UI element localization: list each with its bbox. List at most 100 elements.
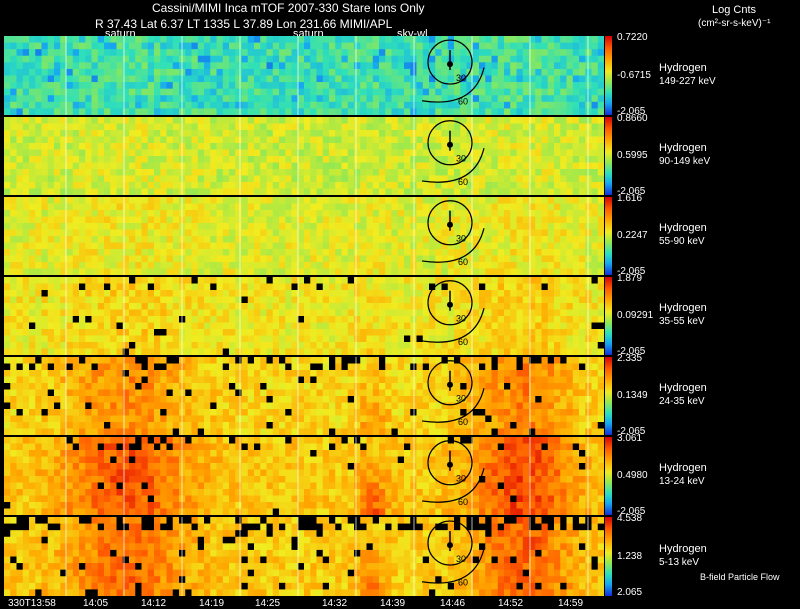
x-tick-label: 14:39 [380, 598, 406, 609]
position-readout: R 37.43 Lat 6.37 LT 1335 L 37.89 Lon 231… [95, 17, 393, 31]
bfield-dot [447, 461, 453, 468]
pitch-label-60: 60 [458, 497, 468, 507]
pitch-arc-60 [421, 148, 485, 183]
pitch-circle-30 [427, 440, 473, 486]
pitch-label-30: 30 [456, 554, 466, 564]
x-tick-label: 14:05 [83, 598, 109, 609]
energy-range: 90-149 keV [659, 156, 711, 167]
energy-range: 5-13 keV [659, 556, 700, 568]
colorbar-mid-label: 0.4980 [617, 470, 648, 481]
colorbar-max-label: 2.335 [617, 353, 643, 364]
x-tick-label: 14:32 [322, 598, 348, 609]
x-tick-label: 330T13:58 [8, 598, 56, 609]
species-name: Hydrogen [659, 222, 707, 234]
colorbar-5 [605, 357, 612, 435]
species-label: Hydrogen 24-35 keV [659, 382, 707, 408]
energy-range: 24-35 keV [659, 396, 705, 407]
colorbar-max-label: 3.061 [617, 433, 643, 444]
panel-6: 30 60 [4, 437, 604, 515]
species-label: Hydrogen 149-227 keV [659, 62, 716, 88]
pitch-label-30: 30 [456, 313, 466, 323]
colorbar-6 [605, 437, 612, 515]
bfield-dot [447, 542, 453, 549]
pitch-arc-60 [421, 388, 485, 423]
pitch-label-60: 60 [458, 417, 468, 427]
colorbar-mid-label: 0.5995 [617, 150, 648, 161]
panel-2: 30 60 [4, 117, 604, 195]
colorbar-min-label: -2.065 [617, 266, 646, 277]
units-title: Log Cnts [712, 4, 757, 16]
colorbar-mid-label: 0.2247 [617, 230, 648, 241]
spectrogram-3: 30 60 [4, 197, 604, 275]
pitch-label-60: 60 [458, 337, 468, 347]
pitch-label-60: 60 [458, 177, 468, 187]
colorbar-mid-label: 1.238 [617, 550, 643, 562]
units-label: (cm²-sr-s-keV)⁻¹ [698, 18, 771, 29]
colorbar-mid-label: 0.1349 [617, 390, 648, 401]
pitch-arc-60 [421, 308, 485, 343]
pitch-circle-30 [427, 39, 473, 85]
energy-range: 149-227 keV [659, 75, 716, 87]
colorbar-min-label: -2.065 [617, 346, 646, 357]
colorbar-min-label: -2.065 [617, 426, 646, 437]
colorbar-min-label: -2.065 [617, 506, 646, 517]
pitch-circle-30 [427, 360, 473, 406]
pitch-circle-30 [427, 520, 473, 566]
panel-5: 30 60 [4, 357, 604, 435]
species-name: Hydrogen [659, 542, 707, 555]
species-name: Hydrogen [659, 61, 707, 74]
pitch-label-60: 60 [458, 97, 468, 107]
colorbar-1 [605, 36, 612, 115]
species-name: Hydrogen [659, 142, 707, 154]
species-label: Hydrogen 5-13 keV [659, 543, 707, 569]
spectrogram-6: 30 60 [4, 437, 604, 515]
pitch-label-30: 30 [456, 153, 466, 163]
pitch-arc-60 [421, 67, 485, 103]
energy-range: 55-90 keV [659, 236, 705, 247]
species-label: Hydrogen 13-24 keV [659, 462, 707, 488]
pitch-arc-60 [421, 468, 485, 503]
x-tick-label: 14:19 [199, 598, 225, 609]
colorbar-max-label: 1.879 [617, 273, 643, 284]
species-name: Hydrogen [659, 462, 707, 474]
panel-7: 30 60 [4, 517, 604, 596]
colorbar-max-label: 0.8660 [617, 113, 648, 124]
pitch-arc-60 [421, 228, 485, 263]
footer-note: B-field Particle Flow [700, 572, 780, 582]
colorbar-3 [605, 197, 612, 275]
colorbar-4 [605, 277, 612, 355]
bfield-dot [447, 61, 453, 68]
panel-4: 30 60 [4, 277, 604, 355]
x-tick-label: 14:25 [255, 598, 281, 609]
plot-title: Cassini/MIMI Inca mTOF 2007-330 Stare Io… [152, 1, 425, 15]
pitch-arc-60 [421, 548, 485, 584]
pitch-label-60: 60 [458, 257, 468, 267]
spectrogram-7: 30 60 [4, 517, 604, 596]
x-tick-label: 14:46 [440, 598, 466, 609]
bfield-dot [447, 301, 453, 308]
species-label: Hydrogen 35-55 keV [659, 302, 707, 328]
energy-range: 13-24 keV [659, 476, 705, 487]
energy-range: 35-55 keV [659, 316, 705, 327]
pitch-label-30: 30 [456, 233, 466, 243]
pitch-circle-30 [427, 120, 473, 166]
colorbar-mid-label: 0.09291 [617, 310, 654, 321]
colorbar-min-label: 2.065 [617, 587, 643, 598]
panel-1: 30 60 [4, 36, 604, 115]
bfield-dot [447, 221, 453, 228]
x-tick-label: 14:59 [558, 598, 584, 609]
colorbar-max-label: 4.538 [617, 513, 643, 524]
spectrogram-5: 30 60 [4, 357, 604, 435]
pitch-label-30: 30 [456, 73, 466, 83]
colorbar-min-label: -2.065 [617, 186, 646, 197]
panel-3: 30 60 [4, 197, 604, 275]
pitch-label-30: 30 [456, 393, 466, 403]
bfield-dot [447, 141, 453, 148]
pitch-label-60: 60 [458, 578, 468, 588]
species-label: Hydrogen 55-90 keV [659, 222, 707, 248]
colorbar-min-label: -2.065 [617, 106, 646, 117]
pitch-circle-30 [427, 280, 473, 326]
colorbar-max-label: 0.7220 [617, 32, 648, 43]
colorbar-mid-label: -0.6715 [617, 69, 651, 81]
colorbar-2 [605, 117, 612, 195]
